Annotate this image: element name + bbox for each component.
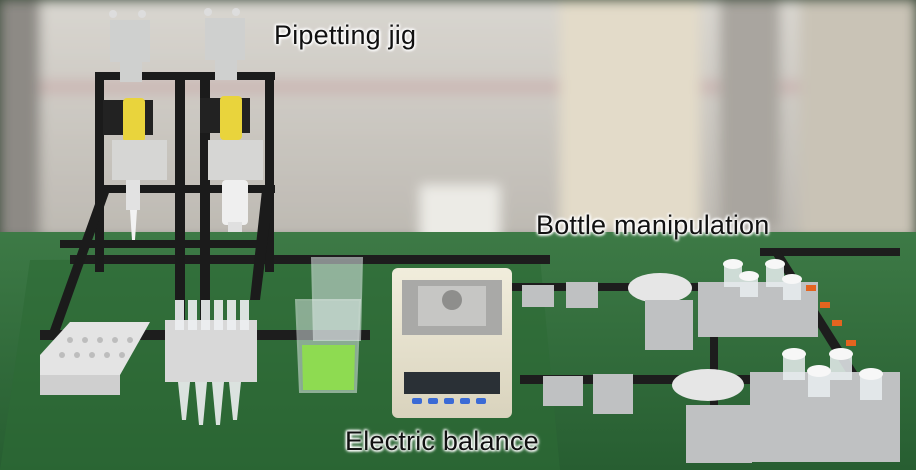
- pipette-left: [103, 10, 167, 240]
- pipetting-jig-frame: [50, 72, 275, 372]
- electric-balance-label: Electric balance: [345, 426, 539, 456]
- pipetting-jig-label: Pipetting jig: [274, 20, 417, 50]
- electric-balance-shape: [392, 268, 512, 418]
- background: [0, 0, 916, 255]
- cable-clips: [806, 285, 856, 346]
- bottle-manipulation-label: Bottle manipulation: [536, 210, 770, 240]
- beakers: [294, 257, 364, 393]
- bottles: [723, 259, 883, 400]
- tube-rack: [165, 300, 257, 425]
- pipette-right: [200, 8, 263, 232]
- tip-rack: [40, 322, 150, 395]
